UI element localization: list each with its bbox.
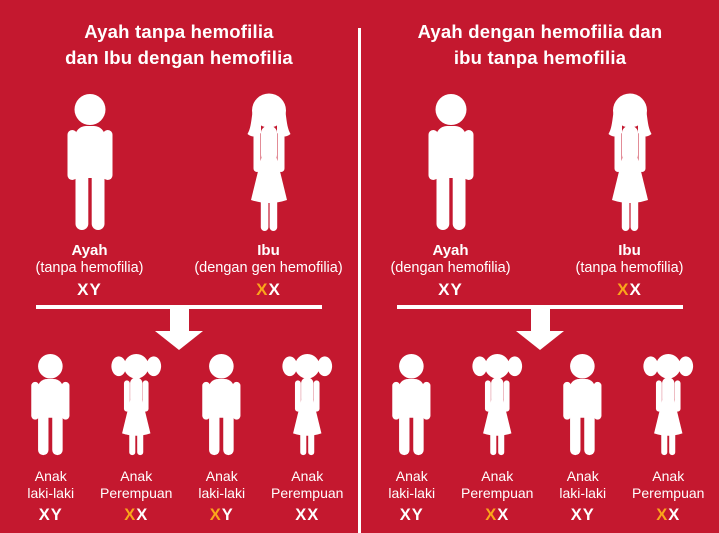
child-chromosomes: XX	[295, 507, 319, 524]
parent-chromosomes: XX	[256, 281, 281, 298]
chromosome-letter: Y	[450, 279, 463, 299]
title-line: Ayah dengan hemofilia dan	[417, 21, 663, 42]
boy-figure	[193, 353, 250, 457]
panel-right: Ayah dengan hemofilia dan ibu tanpa hemof…	[361, 0, 719, 533]
mother-column: Ibu (tanpa hemofilia) XX	[540, 93, 719, 298]
father-figure	[60, 93, 120, 233]
chromosome-letter: X	[209, 505, 222, 524]
parent-desc: (tanpa hemofilia)	[575, 260, 684, 277]
parent-name: Ibu	[257, 242, 280, 260]
arrow-head	[155, 330, 203, 350]
chromosome-letter: X	[668, 505, 681, 524]
child-column: Anak laki-laki XY	[179, 353, 265, 524]
child-column: Anak laki-laki XY	[540, 353, 626, 524]
chromosome-letter: X	[485, 505, 498, 524]
children-row: Anak laki-laki XY Anak Perempuan XX Anak la…	[0, 353, 358, 524]
title-line: ibu tanpa hemofilia	[453, 46, 627, 68]
chromosome-letter: X	[295, 505, 308, 524]
parent-desc: (dengan hemofilia)	[390, 260, 511, 277]
mother-figure	[598, 93, 662, 233]
chromosome-letter: X	[268, 279, 281, 299]
chromosome-letter: X	[629, 279, 642, 299]
chromosome-letter: Y	[89, 279, 102, 299]
arrow-stem	[169, 306, 189, 331]
child-chromosomes: XX	[124, 507, 148, 524]
child-chromosomes: XY	[39, 507, 63, 524]
girl-figure	[467, 353, 528, 457]
parent-desc: (tanpa hemofilia)	[35, 260, 144, 277]
father-figure	[421, 93, 481, 233]
child-column: Anak Perempuan XX	[455, 353, 541, 524]
child-label: Anak laki-laki	[27, 467, 75, 502]
girl-figure	[638, 353, 699, 457]
children-row: Anak laki-laki XY Anak Perempuan XX Anak la…	[361, 353, 719, 524]
parent-desc: (dengan gen hemofilia)	[194, 260, 343, 277]
arrow-stem	[530, 306, 550, 331]
child-column: Anak Perempuan XX	[265, 353, 351, 524]
child-label: Anak Perempuan	[271, 467, 344, 502]
arrow-head	[516, 330, 564, 350]
panel-left: Ayah tanpa hemofilia dan Ibu dengan hemof…	[0, 0, 358, 533]
chromosome-letter: X	[124, 505, 137, 524]
child-chromosomes: XY	[400, 507, 424, 524]
chromosome-letter: X	[38, 505, 51, 524]
down-arrow-icon	[155, 306, 203, 350]
father-column: Ayah (tanpa hemofilia) XY	[0, 93, 179, 298]
chromosome-letter: X	[617, 279, 630, 299]
chromosome-letter: Y	[411, 505, 424, 524]
mother-figure	[237, 93, 301, 233]
parents-row: Ayah (tanpa hemofilia) XY Ibu (dengan ge…	[0, 93, 358, 298]
child-label: Anak laki-laki	[388, 467, 436, 502]
parent-name: Ibu	[618, 242, 641, 260]
girl-figure	[106, 353, 167, 457]
child-label: Anak laki-laki	[559, 467, 607, 502]
chromosome-letter: X	[438, 279, 451, 299]
chromosome-letter: X	[570, 505, 583, 524]
chromosome-letter: X	[307, 505, 320, 524]
mother-column: Ibu (dengan gen hemofilia) XX	[179, 93, 358, 298]
chromosome-letter: X	[256, 279, 269, 299]
panel-divider-line	[358, 28, 361, 533]
down-arrow-icon	[516, 306, 564, 350]
child-chromosomes: XY	[571, 507, 595, 524]
chromosome-letter: X	[77, 279, 90, 299]
child-label: Anak laki-laki	[198, 467, 246, 502]
parents-row: Ayah (dengan hemofilia) XY Ibu (tanpa he…	[361, 93, 719, 298]
parent-name: Ayah	[71, 242, 108, 260]
child-column: Anak Perempuan XX	[626, 353, 712, 524]
child-chromosomes: XY	[210, 507, 234, 524]
parent-chromosomes: XY	[438, 281, 463, 298]
parent-chromosomes: XY	[77, 281, 102, 298]
inheritance-connector	[0, 304, 358, 353]
child-chromosomes: XX	[485, 507, 509, 524]
chromosome-letter: Y	[582, 505, 595, 524]
child-column: Anak laki-laki XY	[8, 353, 94, 524]
chromosome-letter: X	[497, 505, 510, 524]
boy-figure	[554, 353, 611, 457]
child-chromosomes: XX	[656, 507, 680, 524]
title-line: Ayah tanpa hemofilia	[84, 21, 274, 42]
girl-figure	[277, 353, 338, 457]
chromosome-letter: Y	[221, 505, 234, 524]
panel-left-title: Ayah tanpa hemofilia dan Ibu dengan hemof…	[8, 19, 350, 70]
parent-chromosomes: XX	[617, 281, 642, 298]
parent-name: Ayah	[432, 242, 469, 260]
boy-figure	[22, 353, 79, 457]
child-column: Anak laki-laki XY	[369, 353, 455, 524]
child-label: Anak Perempuan	[461, 467, 534, 502]
child-label: Anak Perempuan	[632, 467, 705, 502]
child-column: Anak Perempuan XX	[94, 353, 180, 524]
title-line: dan Ibu dengan hemofilia	[65, 46, 293, 68]
inheritance-connector	[361, 304, 719, 353]
chromosome-letter: Y	[50, 505, 63, 524]
chromosome-letter: X	[136, 505, 149, 524]
father-column: Ayah (dengan hemofilia) XY	[361, 93, 540, 298]
panel-right-title: Ayah dengan hemofilia dan ibu tanpa hemof…	[369, 19, 711, 70]
chromosome-letter: X	[399, 505, 412, 524]
chromosome-letter: X	[656, 505, 669, 524]
boy-figure	[383, 353, 440, 457]
child-label: Anak Perempuan	[100, 467, 173, 502]
